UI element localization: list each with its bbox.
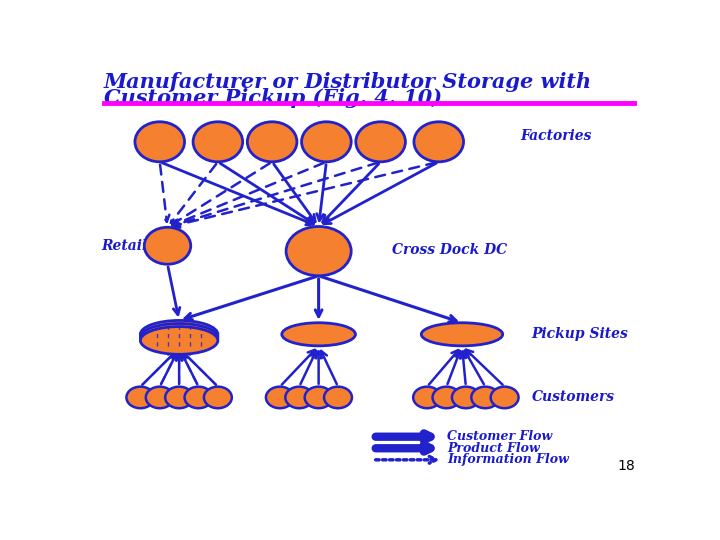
Ellipse shape (356, 122, 405, 162)
Text: Customer Flow: Customer Flow (447, 430, 552, 443)
Text: Customers: Customers (532, 390, 615, 404)
Ellipse shape (127, 387, 154, 408)
Ellipse shape (472, 387, 499, 408)
Ellipse shape (413, 387, 441, 408)
Ellipse shape (414, 122, 464, 162)
Text: Customer Pickup (Fig. 4. 10): Customer Pickup (Fig. 4. 10) (104, 88, 442, 108)
Ellipse shape (144, 227, 191, 264)
Text: 18: 18 (617, 459, 635, 473)
Text: Cross Dock DC: Cross Dock DC (392, 242, 508, 256)
Ellipse shape (302, 122, 351, 162)
Ellipse shape (490, 387, 518, 408)
Ellipse shape (285, 387, 313, 408)
Ellipse shape (248, 122, 297, 162)
Ellipse shape (286, 226, 351, 276)
Ellipse shape (145, 387, 174, 408)
Ellipse shape (204, 387, 232, 408)
Ellipse shape (140, 320, 218, 348)
Text: Information Flow: Information Flow (447, 453, 569, 467)
Text: Pickup Sites: Pickup Sites (532, 327, 629, 341)
Ellipse shape (140, 323, 218, 351)
Ellipse shape (140, 327, 218, 354)
Text: Factories: Factories (520, 129, 592, 143)
Ellipse shape (433, 387, 461, 408)
Ellipse shape (421, 323, 503, 346)
Ellipse shape (305, 387, 333, 408)
Ellipse shape (165, 387, 193, 408)
Ellipse shape (452, 387, 480, 408)
Ellipse shape (184, 387, 212, 408)
Text: Manufacturer or Distributor Storage with: Manufacturer or Distributor Storage with (104, 72, 592, 92)
Ellipse shape (193, 122, 243, 162)
Ellipse shape (324, 387, 352, 408)
Ellipse shape (282, 323, 356, 346)
Ellipse shape (266, 387, 294, 408)
Text: Product Flow: Product Flow (447, 442, 540, 455)
Text: Retailer: Retailer (102, 239, 164, 253)
Ellipse shape (135, 122, 184, 162)
